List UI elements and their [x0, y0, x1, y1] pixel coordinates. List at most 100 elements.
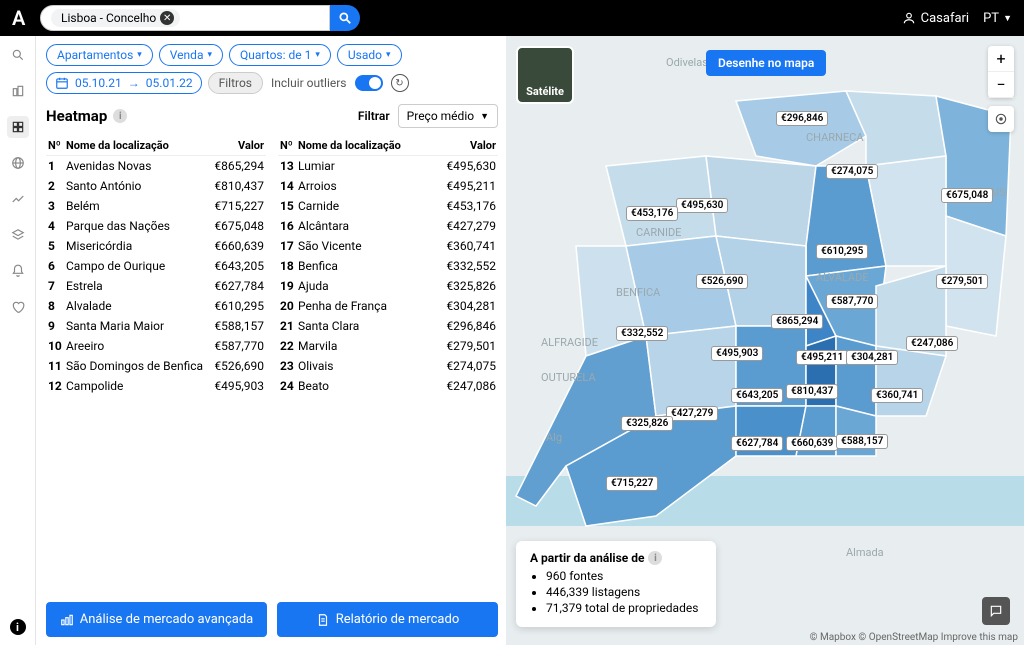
map-bg-label: CHARNECA	[806, 131, 864, 144]
map-bg-label: OUTURELA	[541, 371, 596, 384]
nav-layers-icon[interactable]	[7, 224, 29, 246]
outliers-label: Incluir outliers	[271, 76, 347, 90]
table-row[interactable]: 18Benfica€332,552	[278, 256, 498, 276]
nav-info-icon[interactable]: i	[10, 619, 26, 635]
map-price-label[interactable]: €610,295	[816, 244, 868, 259]
table-row[interactable]: 4Parque das Nações€675,048	[46, 216, 266, 236]
table-row[interactable]: 12Campolide€495,903	[46, 376, 266, 396]
chip-remove-icon[interactable]: ✕	[160, 11, 174, 25]
table-row[interactable]: 2Santo António€810,437	[46, 176, 266, 196]
nav-chart-icon[interactable]	[7, 188, 29, 210]
filter-operation[interactable]: Venda▾	[159, 44, 223, 66]
map-price-label[interactable]: €526,690	[696, 274, 748, 289]
refresh-icon[interactable]: ↻	[391, 74, 409, 92]
filter-dropdown[interactable]: Preço médio ▼	[398, 104, 498, 128]
map-price-label[interactable]: €332,552	[616, 326, 668, 341]
table-row[interactable]: 10Areeiro€587,770	[46, 336, 266, 356]
map-price-label[interactable]: €495,630	[676, 198, 728, 213]
map-price-label[interactable]: €495,903	[711, 346, 763, 361]
table-row[interactable]: 6Campo de Ourique€643,205	[46, 256, 266, 276]
filter-op-label: Venda	[170, 48, 204, 62]
map-price-label[interactable]: €279,501	[936, 274, 988, 289]
filters-row: Apartamentos▾ Venda▾ Quartos: de 1▾ Usad…	[46, 44, 498, 94]
col-name: Nome da localização	[64, 136, 210, 156]
table-row[interactable]: 23Olivais€274,075	[278, 356, 498, 376]
filters-button[interactable]: Filtros	[208, 72, 263, 94]
col-value: Valor	[210, 136, 266, 156]
nav-search-icon[interactable]	[7, 44, 29, 66]
map-price-label[interactable]: €675,048	[941, 188, 993, 203]
nav-heart-icon[interactable]	[7, 296, 29, 318]
lang-selector[interactable]: PT ▼	[983, 11, 1012, 26]
table-row[interactable]: 1Avenidas Novas€865,294	[46, 156, 266, 177]
nav-bell-icon[interactable]	[7, 260, 29, 282]
zoom-out-button[interactable]: −	[988, 72, 1014, 98]
table-row[interactable]: 19Ajuda€325,826	[278, 276, 498, 296]
map-price-label[interactable]: €643,205	[731, 388, 783, 403]
zoom-in-button[interactable]: +	[988, 46, 1014, 72]
table-row[interactable]: 11São Domingos de Benfica€526,690	[46, 356, 266, 376]
map-price-label[interactable]: €427,279	[666, 406, 718, 421]
map-price-label[interactable]: €304,281	[846, 350, 898, 365]
outliers-toggle[interactable]	[355, 75, 383, 91]
table-row[interactable]: 16Alcântara€427,279	[278, 216, 498, 236]
search-button[interactable]	[330, 5, 360, 31]
table-row[interactable]: 9Santa Maria Maior€588,157	[46, 316, 266, 336]
info-icon[interactable]: i	[648, 551, 662, 565]
filter-rooms[interactable]: Quartos: de 1▾	[229, 44, 331, 66]
map-bg-label: ALVALADE	[816, 271, 869, 284]
draw-on-map-button[interactable]: Desenhe no mapa	[706, 50, 826, 76]
heatmap-title: Heatmap	[46, 107, 107, 125]
filter-condition[interactable]: Usado▾	[337, 44, 402, 66]
filter-type[interactable]: Apartamentos▾	[46, 44, 153, 66]
table-row[interactable]: 13Lumiar€495,630	[278, 156, 498, 177]
filter-dates[interactable]: 05.10.21 → 05.01.22	[46, 72, 202, 94]
map-price-label[interactable]: €865,294	[771, 314, 823, 329]
advanced-analysis-button[interactable]: Análise de mercado avançada	[46, 602, 267, 637]
info-icon[interactable]: i	[113, 109, 127, 123]
nav-buildings-icon[interactable]	[7, 80, 29, 102]
map-price-label[interactable]: €660,639	[786, 436, 838, 451]
table-row[interactable]: 15Carnide€453,176	[278, 196, 498, 216]
table-row[interactable]: 21Santa Clara€296,846	[278, 316, 498, 336]
map-price-label[interactable]: €325,826	[621, 416, 673, 431]
lang-label: PT	[983, 11, 999, 26]
map-price-label[interactable]: €274,075	[826, 164, 878, 179]
map-price-label[interactable]: €453,176	[626, 206, 678, 221]
table-row[interactable]: 24Beato€247,086	[278, 376, 498, 396]
user-menu[interactable]: Casafari	[902, 11, 969, 26]
map-price-label[interactable]: €495,211	[796, 350, 848, 365]
table-row[interactable]: 7Estrela€627,784	[46, 276, 266, 296]
left-panel: Apartamentos▾ Venda▾ Quartos: de 1▾ Usad…	[36, 36, 506, 645]
map-price-label[interactable]: €296,846	[776, 111, 828, 126]
map-price-label[interactable]: €810,437	[786, 384, 838, 399]
analysis-box: A partir da análise de i 960 fontes446,3…	[516, 541, 716, 627]
map-zoom-controls: + −	[988, 46, 1014, 98]
table-row[interactable]: 8Alvalade€610,295	[46, 296, 266, 316]
table-row[interactable]: 20Penha de França€304,281	[278, 296, 498, 316]
nav-heatmap-icon[interactable]	[7, 116, 29, 138]
map-price-label[interactable]: €715,227	[606, 476, 658, 491]
date-from: 05.10.21	[75, 76, 122, 90]
map-price-label[interactable]: €627,784	[731, 436, 783, 451]
nav-globe-icon[interactable]	[7, 152, 29, 174]
tables: Nº Nome da localização Valor 1Avenidas N…	[46, 136, 498, 396]
market-report-button[interactable]: Relatório de mercado	[277, 602, 498, 637]
table-row[interactable]: 3Belém€715,227	[46, 196, 266, 216]
search-input[interactable]: Lisboa - Concelho ✕	[40, 5, 330, 31]
table-row[interactable]: 17São Vicente€360,741	[278, 236, 498, 256]
table-row[interactable]: 14Arroios€495,211	[278, 176, 498, 196]
map-price-label[interactable]: €360,741	[871, 388, 923, 403]
locate-button[interactable]	[988, 106, 1014, 132]
map-panel[interactable]: OdivelasAlmadaCHARNECAOLIVAISCARNIDEBENF…	[506, 36, 1024, 645]
date-to: 05.01.22	[146, 76, 193, 90]
filter-type-label: Apartamentos	[57, 48, 133, 62]
table-row[interactable]: 22Marvila€279,501	[278, 336, 498, 356]
chat-icon[interactable]	[982, 597, 1010, 625]
table-row[interactable]: 5Misericórdia€660,639	[46, 236, 266, 256]
map-price-label[interactable]: €588,157	[836, 434, 888, 449]
search-chip[interactable]: Lisboa - Concelho ✕	[51, 9, 180, 27]
map-price-label[interactable]: €247,086	[906, 336, 958, 351]
map-price-label[interactable]: €587,770	[826, 294, 878, 309]
satellite-button[interactable]: Satélite	[516, 46, 574, 104]
